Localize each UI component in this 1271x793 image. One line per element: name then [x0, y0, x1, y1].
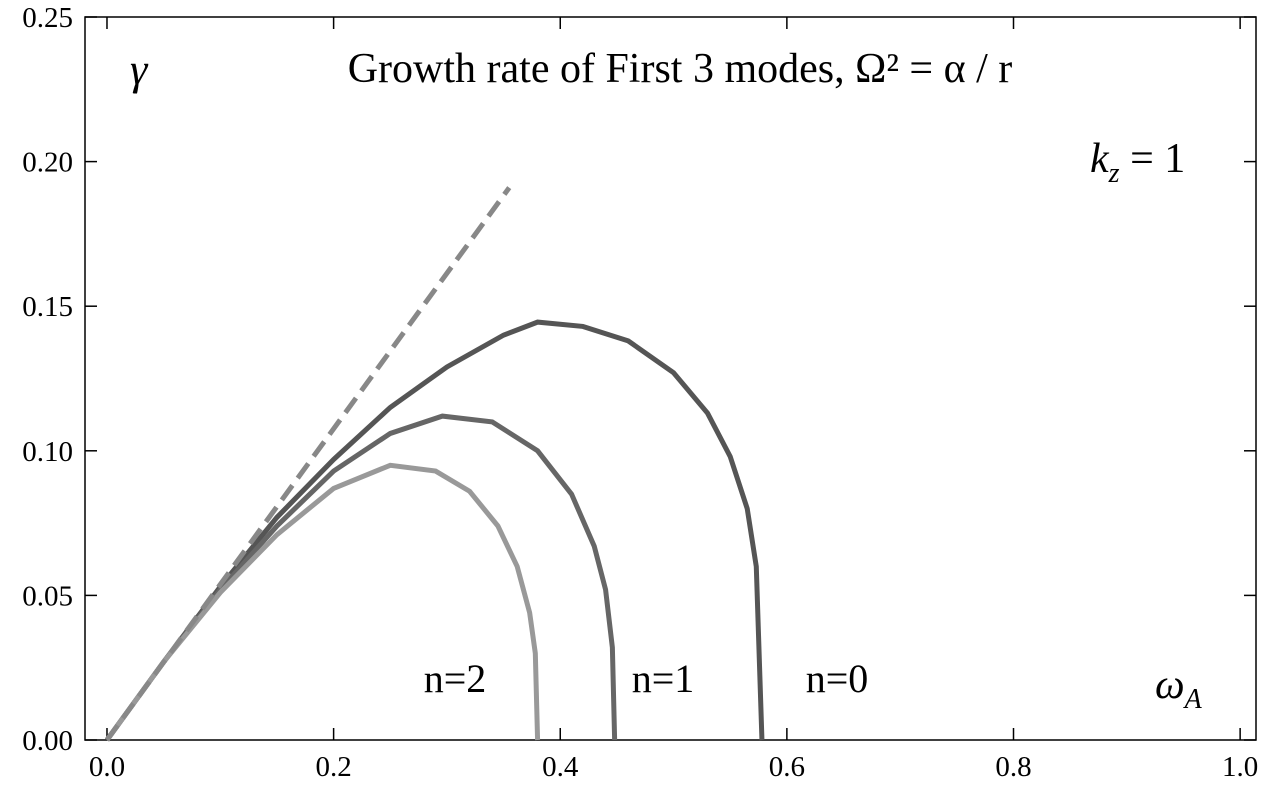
curve	[104, 462, 541, 742]
chart-title: Growth rate of First 3 modes, Ω² = α / r	[348, 46, 1013, 92]
y-tick-label: 0.05	[22, 580, 73, 612]
y-tick-label: 0.20	[22, 147, 73, 179]
x-tick-label: 0.0	[89, 751, 125, 783]
x-axis-label-subscript: A	[1183, 684, 1203, 715]
curve	[104, 319, 765, 742]
y-tick-label: 0.00	[22, 725, 73, 757]
x-axis-label: ωA	[1155, 662, 1203, 715]
curve-label: n=1	[632, 656, 695, 701]
x-tick-label: 0.6	[769, 751, 805, 783]
y-tick-label: 0.10	[22, 436, 73, 468]
annotation: kz = 1	[1090, 136, 1185, 189]
x-tick-label: 0.4	[542, 751, 579, 783]
annotation-subscript: z	[1108, 158, 1120, 189]
x-tick-label: 1.0	[1222, 751, 1258, 783]
curve	[104, 413, 618, 742]
asymptote-line	[104, 186, 512, 742]
x-tick-label: 0.2	[315, 751, 351, 783]
x-tick-label: 0.8	[995, 751, 1031, 783]
curve-label: n=0	[806, 656, 869, 701]
plot-frame	[84, 16, 1257, 741]
y-tick-label: 0.25	[22, 2, 73, 34]
curve-label: n=2	[424, 656, 487, 701]
y-tick-label: 0.15	[22, 291, 73, 323]
annotation-text: = 1	[1120, 136, 1186, 182]
x-axis-label-symbol: ω	[1155, 662, 1185, 708]
y-axis-label: γ	[130, 45, 149, 94]
annotation-symbol: k	[1090, 136, 1110, 182]
